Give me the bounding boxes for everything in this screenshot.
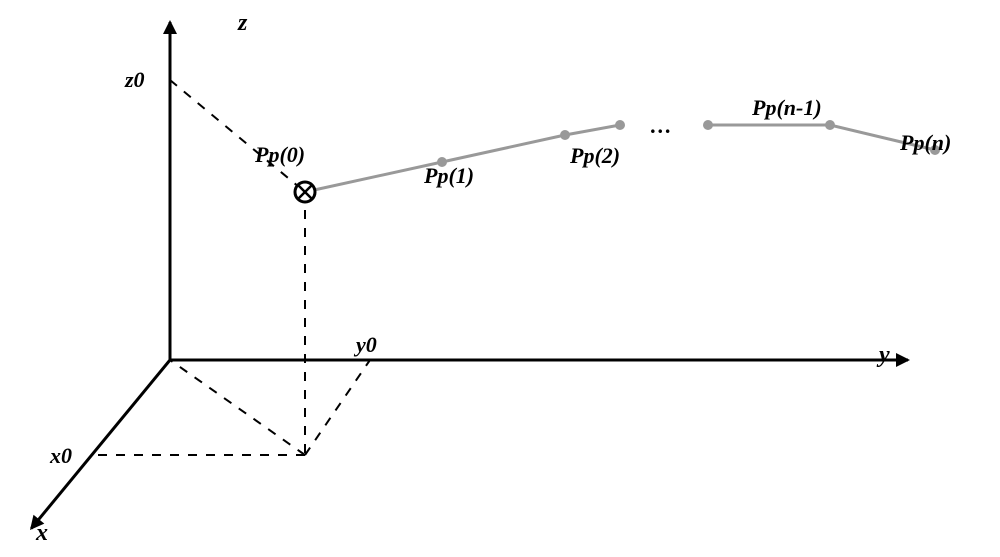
axis-x-label: x	[36, 520, 48, 547]
axis-z-label: z	[238, 10, 247, 37]
tick-z0-label: z0	[125, 67, 145, 93]
diagram-canvas: z y x z0 y0 x0 Pp(0) Pp(1) Pp(2) Pp(n-1) Pp(n) …	[0, 0, 1000, 557]
ellipsis-label: …	[650, 113, 672, 139]
tick-y0-label: y0	[356, 332, 377, 358]
point-label-3: Pp(n-1)	[752, 95, 822, 121]
tick-x0-label: x0	[50, 443, 72, 469]
point-label-4: Pp(n)	[900, 130, 951, 156]
point-label-1: Pp(1)	[424, 163, 474, 189]
axis-y-label: y	[879, 342, 890, 369]
point-label-0: Pp(0)	[255, 142, 305, 168]
point-label-2: Pp(2)	[570, 143, 620, 169]
diagram-svg	[0, 0, 1000, 557]
